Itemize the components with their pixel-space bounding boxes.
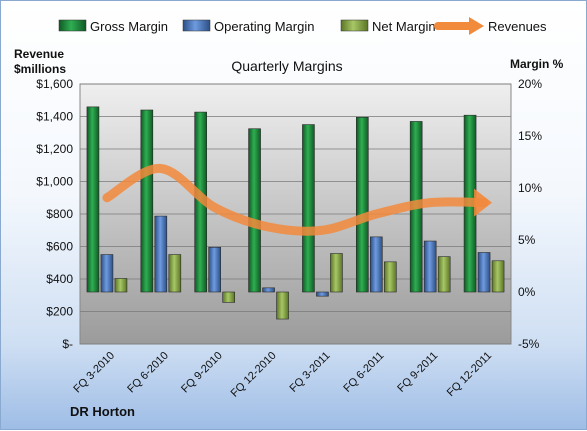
bar-net-margin xyxy=(330,253,343,293)
right-axis-title: Margin % xyxy=(510,57,564,71)
bar-operating-margin xyxy=(370,236,383,293)
revenues-arrowhead xyxy=(474,188,493,217)
category-label: FQ 3-2010 xyxy=(71,350,117,396)
company-label: DR Horton xyxy=(70,404,135,419)
right-tick-label: 20% xyxy=(518,77,542,91)
bar-net-margin xyxy=(384,261,397,293)
bar-gross-margin xyxy=(356,116,369,293)
left-tick-label: $- xyxy=(62,337,73,351)
category-label: FQ 12-2010 xyxy=(229,350,279,400)
bar-net-margin xyxy=(491,260,505,293)
right-tick-label: 0% xyxy=(518,285,536,299)
bar-gross-margin xyxy=(140,109,154,293)
bar-operating-margin xyxy=(154,215,168,293)
bar-net-margin xyxy=(222,291,235,303)
right-tick-label: 15% xyxy=(518,129,542,143)
bar-operating-margin xyxy=(316,291,329,297)
bar-net-margin xyxy=(114,278,128,293)
left-tick-label: $1,400 xyxy=(36,110,73,124)
legend-swatch-operating-margin xyxy=(182,19,211,32)
legend-swatch-gross-margin xyxy=(58,19,87,32)
legend-label: Gross Margin xyxy=(90,19,168,34)
category-label: FQ 3-2011 xyxy=(287,350,332,395)
category-label: FQ 6-2011 xyxy=(341,350,386,395)
left-tick-label: $200 xyxy=(46,305,73,319)
legend-label: Revenues xyxy=(488,19,547,34)
left-tick-label: $1,200 xyxy=(36,142,73,156)
bar-gross-margin xyxy=(302,124,315,293)
category-label: FQ 6-2010 xyxy=(125,350,171,396)
left-tick-label: $800 xyxy=(46,207,73,221)
bar-gross-margin xyxy=(248,128,261,293)
revenues-line xyxy=(102,164,489,236)
bar-gross-margin xyxy=(86,106,100,293)
bar-net-margin xyxy=(168,254,182,293)
bar-net-margin xyxy=(437,256,451,293)
legend-revenues-arrow xyxy=(469,17,484,35)
category-label: FQ 12-2011 xyxy=(445,350,494,399)
category-label: FQ 9-2011 xyxy=(395,350,440,395)
left-tick-label: $600 xyxy=(46,240,73,254)
left-axis-title-unit: $millions xyxy=(14,62,66,76)
legend-label: Operating Margin xyxy=(214,19,314,34)
right-tick-label: -5% xyxy=(518,337,540,351)
bar-operating-margin xyxy=(262,287,275,293)
chart-title: Quarterly Margins xyxy=(231,58,342,74)
legend-label: Net Margin xyxy=(372,19,436,34)
category-label: FQ 9-2010 xyxy=(179,350,225,396)
left-tick-label: $400 xyxy=(46,272,73,286)
legend-swatch-net-margin xyxy=(340,19,369,32)
bar-operating-margin xyxy=(423,240,437,293)
left-tick-label: $1,000 xyxy=(36,175,73,189)
bar-net-margin xyxy=(276,291,289,320)
right-tick-label: 10% xyxy=(518,181,542,195)
bar-operating-margin xyxy=(477,252,491,293)
bar-operating-margin xyxy=(208,246,221,293)
left-tick-label: $1,600 xyxy=(36,77,73,91)
bar-operating-margin xyxy=(100,254,114,293)
left-axis-title: Revenue xyxy=(14,47,64,61)
right-tick-label: 5% xyxy=(518,233,536,247)
